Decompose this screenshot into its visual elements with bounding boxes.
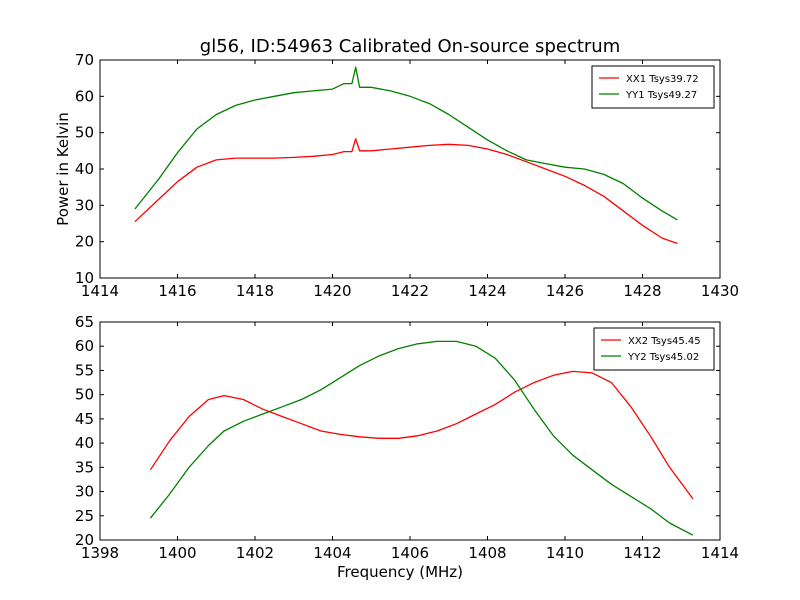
y-tick-label: 55 (75, 361, 94, 379)
y-tick-label: 35 (75, 458, 94, 476)
x-tick-label: 1414 (81, 282, 119, 300)
x-tick-label: 1404 (313, 544, 351, 562)
x-tick-label: 1414 (701, 544, 739, 562)
y-tick-label: 60 (75, 337, 94, 355)
legend-entry: YY2 Tsys45.02 (627, 352, 699, 363)
y-tick-label: 20 (75, 531, 94, 549)
y-tick-label: 10 (75, 269, 94, 287)
y-tick-label: 25 (75, 507, 94, 525)
x-tick-label: 1418 (236, 282, 274, 300)
x-tick-label: 1422 (391, 282, 429, 300)
y-tick-label: 40 (75, 160, 94, 178)
legend-entry: XX1 Tsys39.72 (626, 74, 699, 85)
series-line-yy1 (134, 66, 678, 221)
series-line-xx2 (149, 370, 694, 500)
chart-bottom: 1398 1400 1402 1404 1406 1408 1410 1412 1414 20 25… (75, 313, 739, 581)
y-tick-label: 45 (75, 410, 94, 428)
x-tick-label: 1420 (313, 282, 351, 300)
x-tick-label: 1426 (546, 282, 584, 300)
chart-title: gl56, ID:54963 Calibrated On-source spec… (200, 36, 620, 57)
x-tick-label: 1406 (391, 544, 429, 562)
y-tick-label: 60 (75, 87, 94, 105)
series-line-xx1 (134, 138, 678, 245)
legend-box (593, 327, 715, 371)
x-tick-label: 1412 (623, 544, 661, 562)
chart-top: 1414 1416 1418 1420 1422 1424 1426 1428 1430 10 20… (54, 51, 739, 300)
x-tick-label: 1410 (546, 544, 584, 562)
y-tick-label: 30 (75, 483, 94, 501)
y-tick-label: 20 (75, 233, 94, 251)
x-tick-label: 1402 (236, 544, 274, 562)
x-tick-label: 1424 (468, 282, 506, 300)
legend: XX1 Tsys39.72 YY1 Tsys49.27 (591, 65, 715, 109)
y-tick-label: 40 (75, 434, 94, 452)
x-tick-label: 1408 (468, 544, 506, 562)
legend-box (591, 65, 715, 109)
x-axis-label: Frequency (MHz) (337, 563, 463, 581)
x-tick-label: 1428 (623, 282, 661, 300)
x-tick-label: 1416 (158, 282, 196, 300)
x-tick-label: 1398 (81, 544, 119, 562)
y-tick-label: 70 (75, 51, 94, 69)
y-tick-label: 30 (75, 196, 94, 214)
x-tick-label: 1400 (158, 544, 196, 562)
x-tick-label: 1430 (701, 282, 739, 300)
y-tick-label: 50 (75, 124, 94, 142)
legend-entry: YY1 Tsys49.27 (625, 90, 697, 101)
y-tick-label: 65 (75, 313, 94, 331)
y-tick-label: 50 (75, 386, 94, 404)
series-line-yy2 (149, 340, 694, 536)
legend-entry: XX2 Tsys45.45 (628, 336, 701, 347)
y-axis-label: Power in Kelvin (54, 112, 72, 226)
legend: XX2 Tsys45.45 YY2 Tsys45.02 (593, 327, 715, 371)
